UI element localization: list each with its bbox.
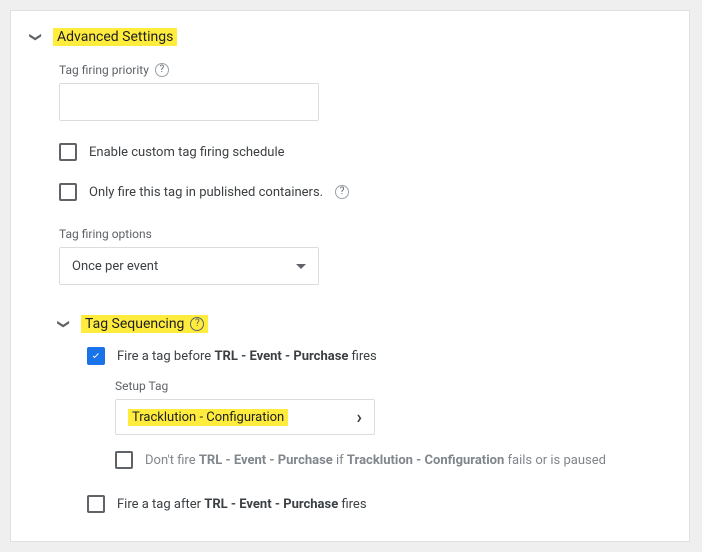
advanced-settings-panel: ❯ Advanced Settings Tag firing priority …: [10, 10, 690, 542]
fire-before-label: Fire a tag before TRL - Event - Purchase…: [117, 349, 377, 364]
checkbox-published-only-label: Only fire this tag in published containe…: [89, 185, 323, 200]
checkbox-fire-before[interactable]: [87, 347, 105, 365]
help-icon[interactable]: ?: [335, 185, 349, 199]
dont-fire-label: Don't fire TRL - Event - Purchase if Tra…: [145, 453, 606, 468]
checkbox-dont-fire[interactable]: [115, 451, 133, 469]
tag-firing-options-label: Tag firing options: [59, 227, 152, 241]
fire-after-label: Fire a tag after TRL - Event - Purchase …: [117, 497, 367, 512]
checkbox-custom-schedule[interactable]: [59, 143, 77, 161]
tag-sequencing-title: Tag Sequencing: [85, 316, 184, 332]
tag-firing-options-value: Once per event: [72, 259, 158, 274]
checkbox-published-only[interactable]: [59, 183, 77, 201]
advanced-settings-title: Advanced Settings: [53, 28, 177, 46]
checkbox-custom-schedule-label: Enable custom tag firing schedule: [89, 145, 285, 160]
chevron-right-icon: [357, 407, 362, 428]
caret-down-icon: [296, 264, 306, 269]
checkbox-fire-after[interactable]: [87, 495, 105, 513]
tag-priority-label: Tag firing priority: [59, 63, 149, 77]
setup-tag-select[interactable]: Tracklution - Configuration: [115, 399, 375, 435]
tag-firing-options-select[interactable]: Once per event: [59, 247, 319, 285]
setup-tag-value: Tracklution - Configuration: [128, 409, 288, 426]
tag-priority-input[interactable]: [59, 83, 319, 121]
setup-tag-label: Setup Tag: [115, 379, 168, 393]
chevron-down-icon: ❯: [57, 319, 71, 329]
help-icon[interactable]: ?: [155, 63, 169, 77]
chevron-down-icon: ❯: [29, 32, 43, 42]
advanced-settings-header[interactable]: ❯ Advanced Settings: [31, 29, 669, 45]
help-icon[interactable]: ?: [190, 317, 204, 331]
tag-sequencing-header[interactable]: ❯ Tag Sequencing ?: [59, 315, 669, 333]
